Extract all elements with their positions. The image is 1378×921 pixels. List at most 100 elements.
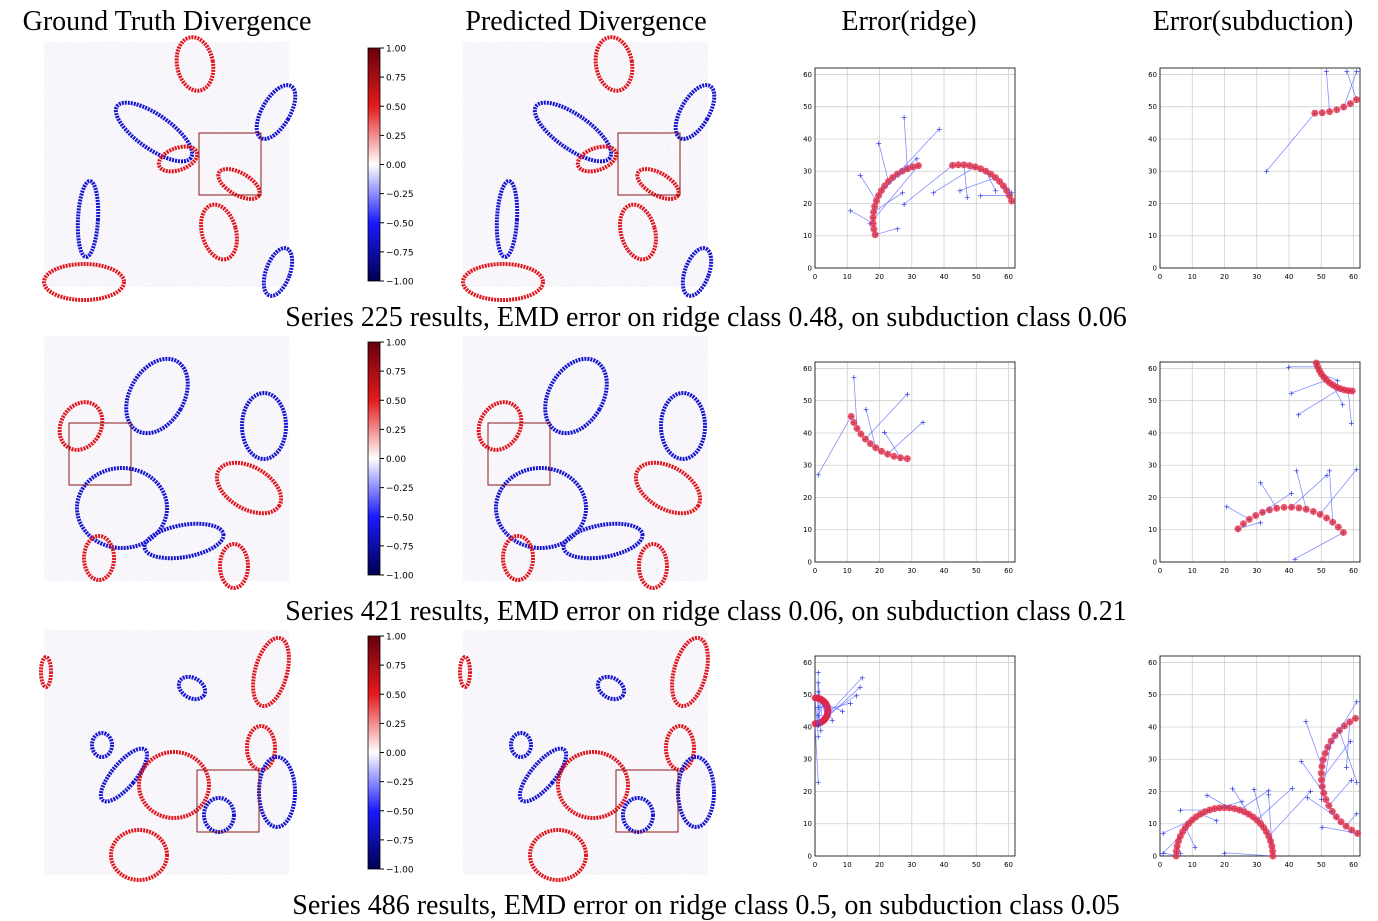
plate-boundary xyxy=(176,674,208,702)
boundary-point xyxy=(1322,796,1330,804)
plate-boundary xyxy=(109,828,169,882)
plot-frame xyxy=(814,361,1016,563)
predicted-point: + xyxy=(894,224,901,233)
boundary-point xyxy=(1354,829,1362,837)
x-tick-label: 60 xyxy=(1004,273,1013,281)
y-tick-label: 10 xyxy=(803,232,812,240)
match-line xyxy=(1219,801,1243,809)
error-plot: 00101020203030404050506060++++++++++++++… xyxy=(1148,655,1361,869)
match-line xyxy=(1262,492,1292,513)
match-line xyxy=(1260,482,1278,509)
noise-field xyxy=(463,630,708,875)
boundary-point xyxy=(870,225,878,233)
plate-boundary xyxy=(75,179,101,259)
match-line xyxy=(1339,730,1358,783)
y-tick-label: 60 xyxy=(1148,659,1157,667)
error-plot: 00101020203030404050506060++++++++++++++… xyxy=(1148,359,1361,575)
predicted-point: + xyxy=(863,405,870,414)
predicted-point: + xyxy=(847,207,854,216)
boundary-point xyxy=(890,452,898,460)
colorbar-tick-label: 0.50 xyxy=(386,691,406,701)
y-tick-label: 60 xyxy=(803,659,812,667)
y-tick-label: 30 xyxy=(1148,168,1157,176)
plate-boundary xyxy=(57,400,105,452)
y-tick-label: 20 xyxy=(1148,494,1157,502)
boundary-point xyxy=(1348,387,1356,395)
predicted-point: + xyxy=(1348,419,1355,428)
plate-boundary xyxy=(561,521,645,561)
predicted-point: + xyxy=(1334,376,1341,385)
y-tick-label: 50 xyxy=(1148,103,1157,111)
row-caption: Series 486 results, EMD error on ridge c… xyxy=(292,890,1119,921)
match-line xyxy=(1294,532,1344,560)
plate-boundary xyxy=(556,750,630,820)
predicted-point: + xyxy=(857,683,864,692)
match-line xyxy=(884,431,901,459)
predicted-point: + xyxy=(1298,757,1305,766)
y-tick-label: 30 xyxy=(803,462,812,470)
y-tick-label: 30 xyxy=(803,756,812,764)
boundary-point xyxy=(966,162,974,170)
plot-content: ++++++++++++++++++++++++++++++++++++++++… xyxy=(1160,698,1361,862)
x-tick-label: 10 xyxy=(843,273,852,281)
colorbar xyxy=(367,341,381,576)
plate-boundary xyxy=(532,100,614,164)
match-line xyxy=(827,702,851,710)
match-line xyxy=(1346,71,1357,100)
colorbar-tick-label: 0.00 xyxy=(386,161,406,171)
y-tick-label: 40 xyxy=(1148,135,1157,143)
plate-boundary xyxy=(501,534,535,582)
plate-boundary xyxy=(82,534,116,582)
plot-content: ++++++++++++++++++++++++++++++++++++++++… xyxy=(811,668,865,787)
x-tick-label: 10 xyxy=(1188,567,1197,575)
error-plot: 00 10 10 20 20 30 30 40 40 50 50 60 60 +++++++++++ xyxy=(1148,67,1361,281)
match-line xyxy=(873,192,903,213)
y-tick-label: 30 xyxy=(803,168,812,176)
colorbar-tick-label: −0.75 xyxy=(386,542,414,552)
match-line xyxy=(903,117,908,169)
x-tick-label: 30 xyxy=(1252,273,1261,281)
y-tick-label: 60 xyxy=(803,365,812,373)
predicted-point: + xyxy=(815,687,822,696)
boundary-point xyxy=(1317,769,1325,777)
x-tick-label: 40 xyxy=(1285,567,1294,575)
boundary-point xyxy=(1346,718,1354,726)
predicted-point: + xyxy=(1285,363,1292,372)
colorbar-tick-label: 0.25 xyxy=(386,426,406,436)
colorbar-tick-label: −1.00 xyxy=(386,572,414,582)
predicted-point: + xyxy=(818,726,825,735)
match-line xyxy=(903,164,953,205)
plate-boundary xyxy=(494,466,588,550)
colorbar xyxy=(367,47,381,282)
x-tick-label: 60 xyxy=(1004,567,1013,575)
predicted-point: + xyxy=(1160,829,1167,838)
match-line xyxy=(814,697,819,737)
colorbar-tick-label: −1.00 xyxy=(386,278,414,288)
column-header: Error(ridge) xyxy=(841,6,976,37)
match-line xyxy=(887,421,924,455)
plate-boundary xyxy=(458,655,472,689)
noise-field xyxy=(44,42,289,287)
y-tick-label: 0 xyxy=(808,559,812,567)
predicted-point: + xyxy=(1213,817,1220,826)
predicted-point: + xyxy=(1239,797,1246,806)
y-tick-label: 30 xyxy=(1148,756,1157,764)
boundary-point xyxy=(869,219,877,227)
colorbar xyxy=(367,635,381,870)
plate-boundary xyxy=(251,635,291,709)
plot-frame xyxy=(814,67,1016,269)
x-tick-label: 20 xyxy=(875,273,884,281)
boundary-point xyxy=(1265,506,1273,514)
predicted-point: + xyxy=(1353,698,1360,707)
y-tick-label: 10 xyxy=(1148,232,1157,240)
boundary-point xyxy=(1226,804,1234,812)
x-tick-label: 50 xyxy=(972,567,981,575)
predicted-point: + xyxy=(1347,737,1354,746)
y-tick-label: 20 xyxy=(803,200,812,208)
colorbar-tick-label: 0.75 xyxy=(386,74,406,84)
match-line xyxy=(1268,790,1311,837)
noise-field xyxy=(463,336,708,581)
x-tick-label: 20 xyxy=(1220,567,1229,575)
predicted-point: + xyxy=(1177,806,1184,815)
y-tick-label: 10 xyxy=(1148,526,1157,534)
